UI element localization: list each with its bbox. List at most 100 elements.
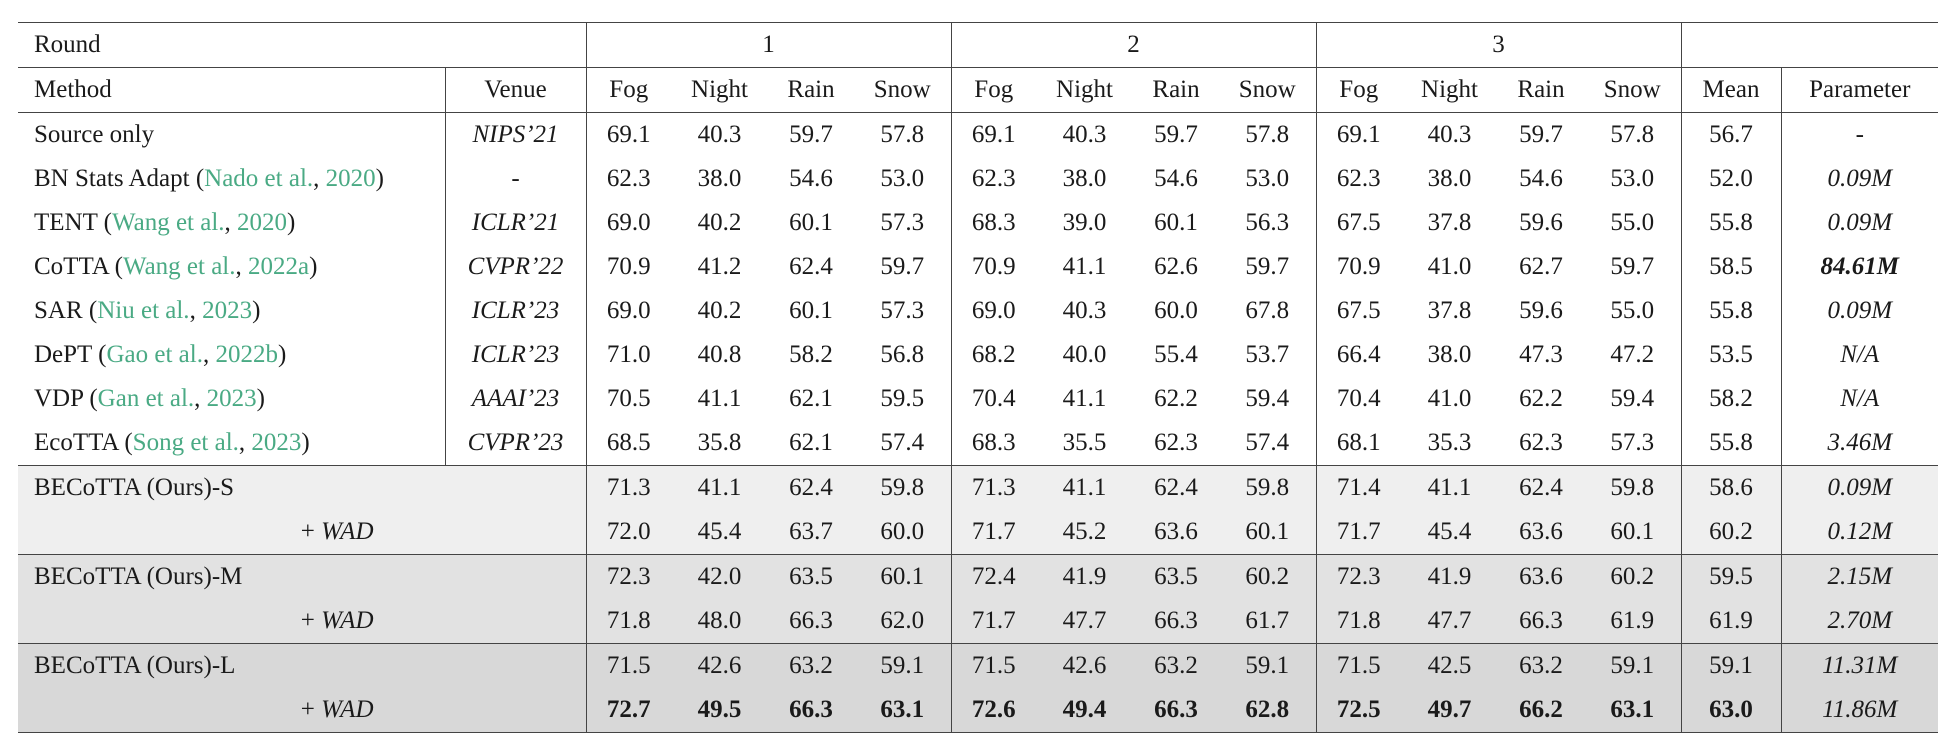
value-cell: 71.0 [606,341,651,368]
parameter-cell: 0.09M [1827,297,1893,324]
value-cell: 59.4 [1584,377,1682,421]
parameter-cell: 11.31M [1781,643,1938,688]
value-cell: 69.0 [971,297,1016,324]
method-cell: CoTTA (Wang et al., 2022a) [18,245,446,289]
col-rain: Rain [1133,67,1219,113]
value-cell: 70.4 [971,385,1016,412]
col-snow: Snow [1584,67,1682,113]
value-cell: 72.7 [586,688,671,733]
value-cell: 40.0 [1062,341,1107,368]
round-label: Round [18,22,587,68]
value-cell: 38.0 [1427,165,1472,192]
value-cell: 40.2 [697,297,742,324]
table-row: CoTTA (Wang et al., 2022a) CVPR’22 70.9 41.… [18,245,1938,289]
value-cell: 72.0 [586,510,671,555]
value-cell: 35.8 [671,421,768,466]
value-cell: 54.6 [1154,165,1198,192]
value-cell: 41.1 [1036,465,1133,510]
venue-cell: CVPR’22 [445,245,587,289]
parameter-cell: 2.70M [1781,599,1938,644]
value-cell: 53.7 [1219,333,1317,377]
value-cell: 60.2 [1219,554,1317,599]
wad-method-cell: + WAD [18,688,587,733]
method-name: EcoTTA [34,429,119,456]
value-cell: 71.5 [586,643,671,688]
mean-cell: 61.9 [1681,599,1782,644]
mean-cell: 60.2 [1681,510,1782,555]
wad-method-cell: + WAD [18,599,587,644]
value-cell: 59.4 [1219,377,1317,421]
value-cell: 55.0 [1584,201,1682,245]
value-cell: 67.5 [1336,297,1381,324]
value-cell: 71.5 [951,643,1036,688]
mean-cell: 59.5 [1681,554,1782,599]
value-cell: 60.1 [1584,510,1682,555]
value-cell: 59.1 [1584,643,1682,688]
venue-header: Venue [445,67,587,113]
value-cell: 59.7 [1154,121,1198,148]
value-cell: 62.3 [971,165,1016,192]
value-cell: 40.3 [697,121,742,148]
method-name: SAR [34,297,83,324]
value-cell: 58.2 [789,341,833,368]
value-cell: 59.7 [1219,245,1317,289]
value-cell: 62.1 [768,421,854,466]
parameter-cell: 0.09M [1781,465,1938,510]
value-cell: 48.0 [671,599,768,644]
value-cell: 40.3 [1427,121,1472,148]
value-cell: 47.2 [1584,333,1682,377]
value-cell: 59.6 [1519,297,1563,324]
value-cell: 63.6 [1133,510,1219,555]
col-rain: Rain [768,67,854,113]
value-cell: 61.9 [1584,599,1682,644]
citation-author: Gao et al. [106,341,203,368]
value-cell: 71.7 [951,510,1036,555]
value-cell: 60.0 [854,510,952,555]
parameter-cell: 0.12M [1781,510,1938,555]
venue-cell: AAAI’23 [445,377,587,421]
table-row: EcoTTA (Song et al., 2023) CVPR’23 68.5 35.… [18,421,1938,466]
value-cell: 53.0 [854,157,952,201]
value-cell: 70.5 [606,385,651,412]
value-cell: 66.3 [768,688,854,733]
value-cell: 37.8 [1427,209,1472,236]
value-cell: 63.5 [1133,554,1219,599]
value-cell: 40.8 [697,341,742,368]
value-cell: 56.3 [1219,201,1317,245]
mean-cell: 58.5 [1681,245,1782,289]
mean-cell: 58.6 [1681,465,1782,510]
value-cell: 70.9 [1336,253,1381,280]
method-cell: EcoTTA (Song et al., 2023) [18,421,446,466]
parameter-cell: 0.09M [1827,165,1893,192]
citation-author: Gan et al. [97,385,195,412]
col-night: Night [1401,67,1498,113]
value-cell: 38.0 [1062,165,1107,192]
value-cell: 59.7 [1519,121,1563,148]
method-cell: TENT (Wang et al., 2020) [18,201,446,245]
mean-cell: 58.2 [1681,377,1782,421]
venue-cell: - [445,157,587,201]
value-cell: 63.6 [1498,510,1584,555]
method-cell: Source only [18,112,446,157]
value-cell: 63.1 [854,688,952,733]
col-fog: Fog [586,67,671,113]
value-cell: 63.2 [1498,643,1584,688]
value-cell: 35.3 [1401,421,1498,466]
value-cell: 71.8 [1316,599,1401,644]
value-cell: 38.0 [697,165,742,192]
value-cell: 57.8 [1584,112,1682,157]
table-row: BECoTTA (Ours)-S 71.3 41.1 62.4 59.8 71.3 41.1… [18,465,1938,510]
mean-header: Mean [1681,67,1782,113]
value-cell: 59.7 [854,245,952,289]
value-cell: 67.8 [1219,289,1317,333]
citation-year: 2023 [206,385,257,412]
value-cell: 59.8 [1219,465,1317,510]
mean-cell: 55.8 [1681,289,1782,333]
value-cell: 37.8 [1427,297,1472,324]
value-cell: 49.7 [1401,688,1498,733]
value-cell: 72.3 [1316,554,1401,599]
value-cell: 69.0 [606,297,651,324]
value-cell: 66.3 [1133,688,1219,733]
wad-label: WAD [321,696,374,723]
value-cell: 59.6 [1519,209,1563,236]
